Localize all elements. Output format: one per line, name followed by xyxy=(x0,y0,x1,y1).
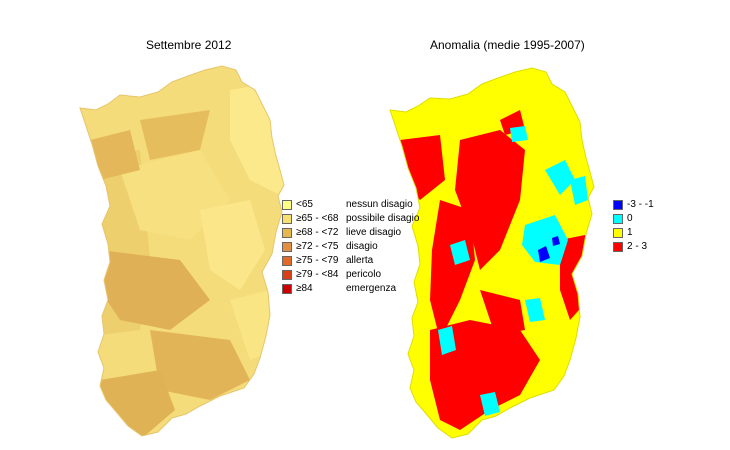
right-map-title: Anomalia (medie 1995-2007) xyxy=(430,38,585,52)
legend-range: ≥84 xyxy=(296,283,313,294)
legend-range: ≥79 - <84 xyxy=(296,269,339,280)
legend-swatch xyxy=(282,214,292,224)
legend-range: <65 xyxy=(296,199,313,210)
legend-range: ≥75 - <79 xyxy=(296,255,339,266)
left-map-title: Settembre 2012 xyxy=(146,38,232,52)
legend-label: emergenza xyxy=(346,283,397,294)
legend-range: ≥68 - <72 xyxy=(296,227,339,238)
legend-label: allerta xyxy=(346,255,374,266)
legend-swatch xyxy=(613,214,623,224)
legend-label: possibile disagio xyxy=(346,213,420,224)
legend-label: nessun disagio xyxy=(346,199,413,210)
legend-swatch xyxy=(613,242,623,252)
legend-swatch xyxy=(613,200,623,210)
legend-label: disagio xyxy=(346,241,378,252)
legend-swatch xyxy=(282,270,292,280)
legend-range: 0 xyxy=(627,213,633,224)
legend-range: -3 - -1 xyxy=(627,199,654,210)
legend-range: 2 - 3 xyxy=(627,241,648,252)
legend-swatch xyxy=(613,228,623,238)
legend-swatch xyxy=(282,200,292,210)
legend-range: ≥72 - <75 xyxy=(296,241,339,252)
legend-range: 1 xyxy=(627,227,633,238)
legend-swatch xyxy=(282,284,292,294)
legend-range: ≥65 - <68 xyxy=(296,213,339,224)
legend-label: lieve disagio xyxy=(346,227,402,238)
legend-swatch xyxy=(282,256,292,266)
legend-swatch xyxy=(282,242,292,252)
legend-swatch xyxy=(282,228,292,238)
legend-label: pericolo xyxy=(346,269,382,280)
